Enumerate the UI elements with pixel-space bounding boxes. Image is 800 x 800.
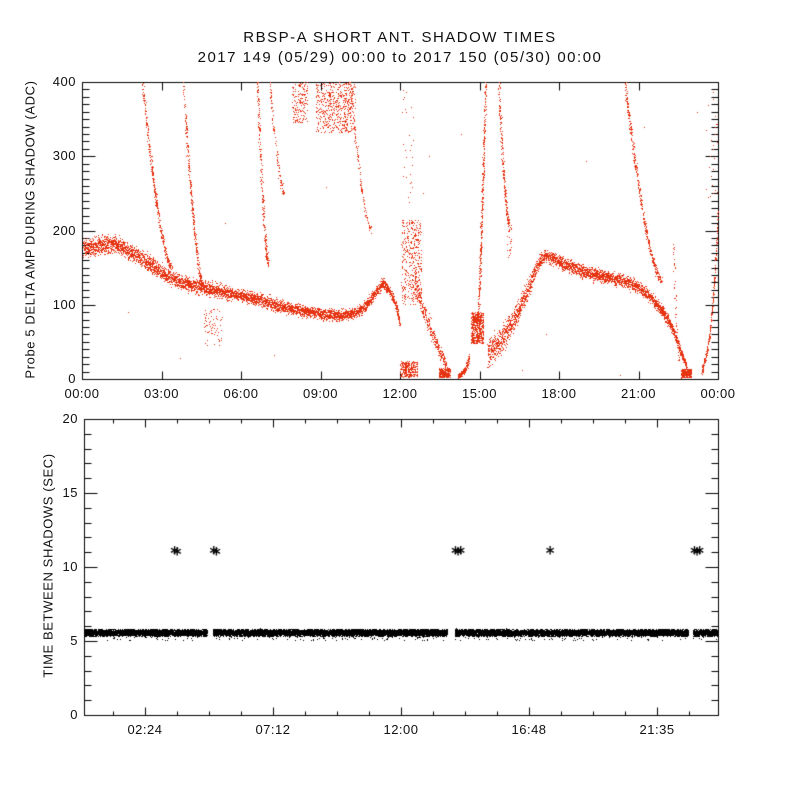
x-tick-label: 12:00 bbox=[382, 386, 418, 401]
x-tick-label: 09:00 bbox=[302, 386, 339, 401]
x-tick-label: 16:48 bbox=[511, 722, 547, 737]
x-tick-label: 06:00 bbox=[223, 386, 259, 401]
y-tick-label: 0 bbox=[68, 371, 76, 386]
y-tick-label: 10 bbox=[62, 559, 78, 574]
x-tick-label: 00:00 bbox=[700, 386, 736, 401]
y-tick-label: 15 bbox=[62, 485, 78, 500]
y-tick-label: 100 bbox=[52, 296, 76, 312]
x-tick-label: 00:00 bbox=[64, 386, 100, 401]
x-tick-label: 15:00 bbox=[461, 386, 498, 401]
y-tick-label: 400 bbox=[52, 74, 76, 89]
top-panel-y-axis-title: Probe 5 DELTA AMP DURING SHADOW (ADC) bbox=[22, 80, 38, 379]
y-tick-label: 300 bbox=[52, 148, 76, 164]
y-tick-label: 200 bbox=[52, 222, 76, 238]
y-tick-label: 20 bbox=[62, 411, 78, 426]
x-tick-label: 21:00 bbox=[620, 386, 657, 401]
x-tick-label: 02:24 bbox=[127, 722, 163, 737]
x-tick-label: 12:00 bbox=[383, 722, 419, 737]
x-tick-label: 18:00 bbox=[541, 386, 577, 401]
y-tick-label: 5 bbox=[70, 633, 78, 648]
chart-title: RBSP-A SHORT ANT. SHADOW TIMES bbox=[243, 29, 557, 46]
y-tick-label: 0 bbox=[70, 707, 78, 722]
x-tick-label: 07:12 bbox=[255, 722, 291, 737]
x-tick-label: 21:35 bbox=[639, 722, 675, 737]
x-tick-label: 03:00 bbox=[143, 386, 180, 401]
chart-subtitle: 2017 149 (05/29) 00:00 to 2017 150 (05/3… bbox=[197, 49, 603, 66]
